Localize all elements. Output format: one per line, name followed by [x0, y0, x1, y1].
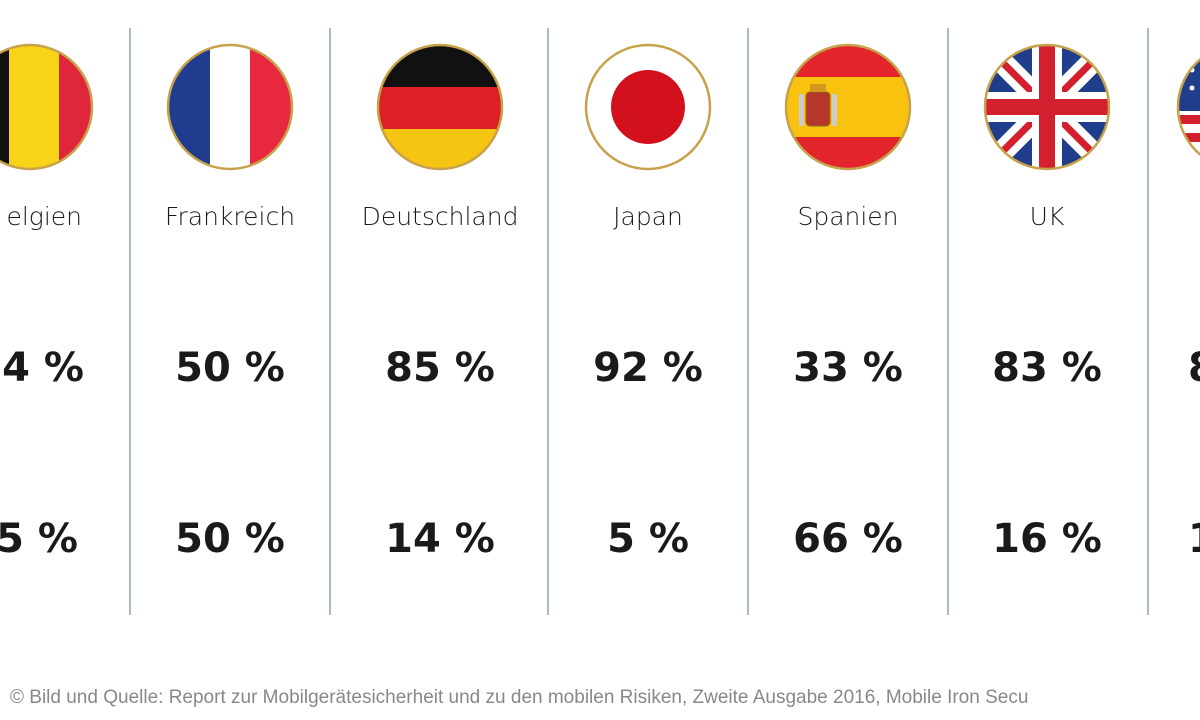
country-label: elgien	[6, 202, 82, 231]
value-row2: 5 %	[0, 516, 78, 562]
value-row1: 92 %	[593, 345, 703, 391]
value-row1: 50 %	[175, 345, 285, 391]
value-row2: 66 %	[793, 516, 903, 562]
value-row1: 8	[1188, 345, 1200, 391]
value-row2: 50 %	[175, 516, 285, 562]
value-row1: 85 %	[385, 345, 495, 391]
flag-belgium	[0, 45, 92, 169]
value-row2: 16 %	[992, 516, 1102, 562]
footer: © Bild und Quelle: Report zur Mobilgerät…	[10, 687, 1028, 708]
flag-spain	[786, 45, 910, 169]
value-row1: 33 %	[793, 345, 903, 391]
value-row2: 14 %	[385, 516, 495, 562]
flag-japan	[586, 45, 710, 169]
country-label: Japan	[613, 202, 683, 231]
country-label: Frankreich	[165, 202, 295, 231]
country-label: Deutschland	[362, 202, 519, 231]
flag-uk	[985, 45, 1109, 169]
value-row2: 1	[1188, 516, 1200, 562]
country-label: UK	[1030, 202, 1065, 231]
dividers	[129, 28, 1149, 615]
value-row2: 5 %	[607, 516, 689, 562]
country-label: Spanien	[797, 202, 898, 231]
value-row1: 4 %	[2, 345, 84, 391]
value-row1: 83 %	[992, 345, 1102, 391]
flag-germany	[378, 45, 502, 169]
